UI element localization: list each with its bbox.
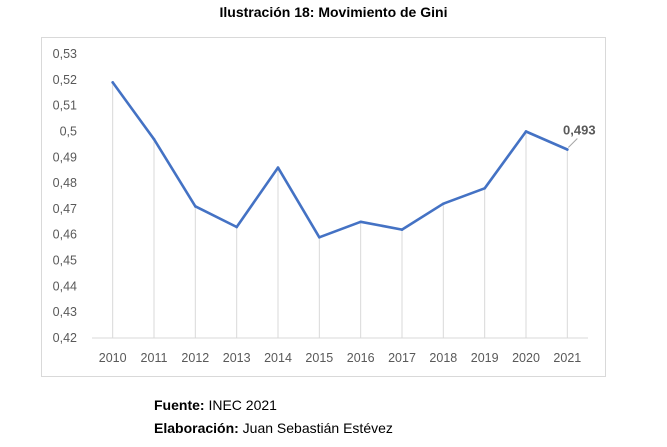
chart-area	[41, 37, 606, 377]
data-point	[152, 137, 156, 141]
author-line: Elaboración: Juan Sebastián Estévez	[154, 420, 393, 436]
y-tick-label: 0,53	[53, 47, 77, 61]
data-point	[442, 202, 445, 206]
y-tick-label: 0,5	[60, 124, 77, 138]
author-label: Elaboración:	[154, 420, 239, 436]
x-tick-label: 2013	[223, 351, 251, 365]
source-label: Fuente:	[154, 397, 205, 413]
x-tick-label: 2020	[512, 351, 540, 365]
x-tick-label: 2019	[471, 351, 499, 365]
chart-title: Ilustración 18: Movimiento de Gini	[219, 4, 448, 20]
y-tick-label: 0,52	[53, 73, 77, 87]
x-tick-label: 2018	[429, 351, 457, 365]
series-line	[111, 81, 569, 239]
x-tick-label: 2014	[264, 351, 292, 365]
x-tick-label: 2015	[305, 351, 333, 365]
y-tick-label: 0,49	[53, 150, 77, 164]
data-point	[359, 220, 362, 224]
x-tick-label: 2016	[347, 351, 375, 365]
x-tick-label: 2011	[141, 351, 168, 365]
y-tick-label: 0,47	[53, 202, 77, 216]
data-point	[566, 148, 569, 151]
source-value: INEC 2021	[204, 397, 277, 413]
author-value: Juan Sebastián Estévez	[238, 420, 393, 436]
data-label-leader	[567, 138, 578, 148]
x-tick-label: 2012	[181, 351, 209, 365]
x-tick-label: 2017	[388, 351, 416, 365]
source-line: Fuente: INEC 2021	[154, 397, 277, 413]
data-point	[400, 228, 404, 231]
y-tick-label: 0,45	[53, 254, 77, 268]
x-tick-label: 2021	[553, 351, 581, 365]
data-point	[194, 205, 197, 208]
data-point	[276, 166, 280, 169]
y-tick-label: 0,43	[53, 305, 77, 319]
y-tick-label: 0,46	[53, 228, 77, 242]
y-tick-label: 0,42	[53, 331, 77, 345]
data-point	[318, 236, 321, 239]
y-tick-label: 0,51	[53, 99, 77, 113]
y-tick-label: 0,48	[53, 176, 77, 190]
data-point	[235, 225, 238, 229]
data-point	[524, 130, 528, 133]
y-tick-label: 0,44	[53, 279, 77, 293]
data-label: 0,493	[563, 123, 596, 138]
data-point	[483, 186, 486, 190]
x-tick-label: 2010	[99, 351, 127, 365]
data-point	[111, 81, 114, 84]
